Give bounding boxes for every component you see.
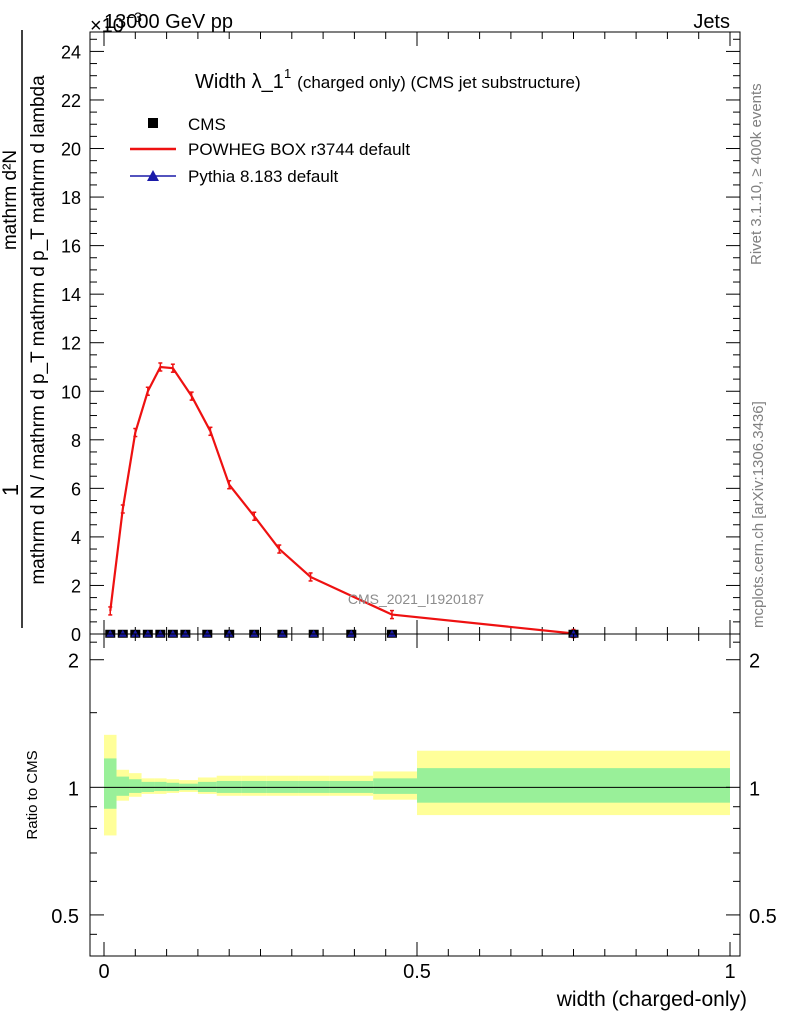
main-ytick-label: 24 — [61, 42, 81, 62]
main-ytick-label: 22 — [61, 91, 81, 111]
pythia-point — [106, 629, 115, 637]
ratio-band-green — [104, 758, 117, 809]
pythia-point — [181, 629, 190, 637]
pythia-point — [278, 629, 287, 637]
analysis-watermark: CMS_2021_I1920187 — [348, 591, 484, 607]
pythia-point — [118, 629, 127, 637]
mcplots-label: mcplots.cern.ch [arXiv:1306.3436] — [750, 401, 767, 628]
legend: CMS POWHEG BOX r3744 default Pythia 8.18… — [130, 115, 410, 186]
main-ytick-label: 12 — [61, 334, 81, 354]
main-ytick-label: 6 — [71, 479, 81, 499]
main-x-ticks — [103, 32, 731, 634]
powheg-line — [109, 365, 574, 635]
legend-label-powheg: POWHEG BOX r3744 default — [188, 140, 410, 159]
main-y-label-numerator: 1 — [0, 484, 23, 496]
ratio-xtick-label: 1 — [724, 961, 735, 983]
plot-title: Width λ_11 (charged only) (CMS jet substr… — [195, 66, 581, 93]
pythia-point — [203, 629, 212, 637]
pythia-point — [225, 629, 234, 637]
main-y-label-denominator: mathrm d N / mathrm d p_T mathrm d p_T m… — [28, 75, 49, 585]
legend-marker-pythia — [147, 170, 159, 181]
header-jets: Jets — [693, 11, 730, 33]
main-y-label: 1 mathrm d N / mathrm d p_T mathrm d p_T… — [0, 30, 49, 628]
pythia-point — [309, 629, 318, 637]
ratio-xtick-label: 0.5 — [403, 961, 431, 983]
legend-label-cms: CMS — [188, 115, 226, 134]
ratio-bands — [104, 734, 730, 836]
main-ytick-label: 8 — [71, 431, 81, 451]
pythia-point — [143, 629, 152, 637]
exponent-power: −3 — [126, 9, 142, 25]
ratio-band-green — [417, 768, 730, 803]
ratio-band-green — [154, 781, 167, 792]
ratio-ytick-label-right: 0.5 — [749, 906, 777, 928]
main-ytick-label: 10 — [61, 382, 81, 402]
ratio-frame — [89, 633, 741, 957]
pythia-point — [131, 629, 140, 637]
rivet-label: Rivet 3.1.10, ≥ 400k events — [748, 83, 765, 265]
main-ytick-label: 4 — [71, 528, 81, 548]
header-energy: 13000 GeV pp — [104, 11, 233, 33]
ratio-ytick-label: 0.5 — [51, 906, 79, 928]
main-ytick-label: 14 — [61, 285, 81, 305]
ratio-band-green — [116, 776, 130, 796]
plot-title-sup: 1 — [284, 66, 291, 81]
legend-marker-cms — [148, 118, 158, 128]
ratio-ytick-label: 1 — [68, 778, 79, 800]
main-ytick-label: 18 — [61, 188, 81, 208]
ratio-band-green — [373, 778, 417, 794]
ratio-ytick-label-right: 1 — [749, 778, 760, 800]
main-ytick-label: 20 — [61, 140, 81, 160]
ratio-y-label: Ratio to CMS — [24, 750, 41, 839]
x-axis-label: width (charged-only) — [556, 988, 747, 1011]
legend-label-pythia: Pythia 8.183 default — [188, 167, 339, 186]
pythia-point — [347, 629, 356, 637]
main-ytick-label: 2 — [71, 576, 81, 596]
ratio-band-green — [129, 779, 142, 793]
ratio-ytick-label: 2 — [68, 651, 79, 673]
plot-title-main: Width λ_1 — [195, 71, 284, 93]
ratio-ytick-label-right: 2 — [749, 651, 760, 673]
pythia-point — [569, 629, 578, 637]
pythia-point — [387, 629, 396, 637]
ratio-panel: 0.5 0.51 12 2 0 0.5 1 — [51, 633, 777, 983]
plot-title-tail: (charged only) (CMS jet substructure) — [297, 73, 580, 92]
ratio-x-axis: 0 0.5 1 — [98, 634, 736, 983]
ratio-y-axis: 0.5 0.5 1 1 2 2 — [51, 641, 777, 935]
main-ytick-label: 0 — [71, 625, 81, 645]
main-series — [108, 362, 576, 639]
ratio-xtick-label: 0 — [98, 961, 109, 983]
main-y-label-numerator-top: mathrm d²N — [0, 150, 21, 250]
pythia-point — [156, 629, 165, 637]
pythia-point — [250, 629, 259, 637]
main-ytick-label: 16 — [61, 237, 81, 257]
pythia-point — [168, 629, 177, 637]
